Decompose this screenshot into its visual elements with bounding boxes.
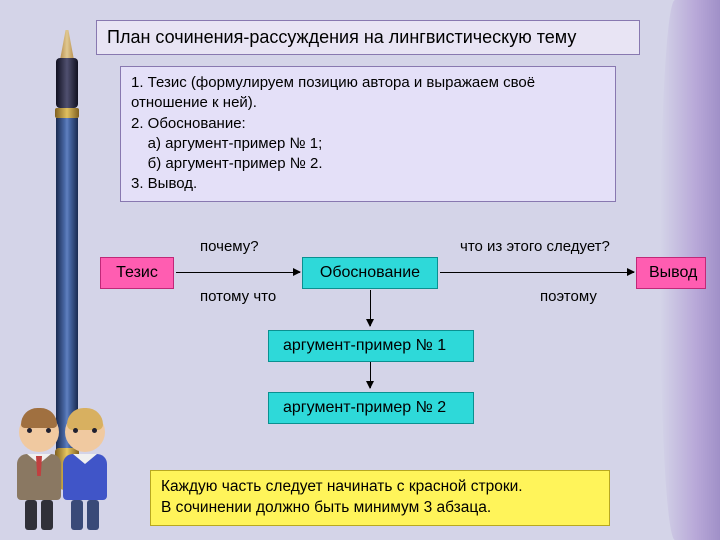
plan-line: 2. Обоснование:	[131, 114, 605, 134]
plan-line: 3. Вывод.	[131, 174, 605, 194]
plan-line: б) аргумент-пример № 2.	[131, 154, 605, 174]
note-box: Каждую часть следует начинать с красной …	[150, 470, 610, 526]
label-therefore: поэтому	[540, 288, 597, 305]
node-justification: Обоснование	[302, 257, 438, 289]
node-thesis: Тезис	[100, 257, 174, 289]
plan-box: 1. Тезис (формулируем позицию автора и в…	[120, 66, 616, 202]
node-conclusion: Вывод	[636, 257, 706, 289]
label-why: почему?	[200, 238, 259, 255]
plan-line: а) аргумент-пример № 1;	[131, 134, 605, 154]
node-label: Тезис	[116, 264, 158, 281]
arg-label: аргумент-пример № 2	[283, 399, 446, 416]
arrow-thesis-to-justification	[176, 272, 300, 273]
title-text: План сочинения-рассуждения на лингвистич…	[107, 27, 576, 47]
note-line: Каждую часть следует начинать с красной …	[161, 477, 599, 498]
arg-label: аргумент-пример № 1	[283, 337, 446, 354]
note-line: В сочинении должно быть минимум 3 абзаца…	[161, 498, 599, 519]
plan-line: 1. Тезис (формулируем позицию автора и в…	[131, 73, 605, 93]
arrow-justification-to-arg1	[370, 290, 371, 326]
node-label: Обоснование	[320, 264, 420, 281]
label-because: потому что	[200, 288, 276, 305]
arg-example-2: аргумент-пример № 2	[268, 392, 474, 424]
arrow-arg1-to-arg2	[370, 362, 371, 388]
characters-illustration	[10, 380, 120, 530]
title-box: План сочинения-рассуждения на лингвистич…	[96, 20, 640, 55]
plan-line: отношение к ней).	[131, 93, 605, 113]
node-label: Вывод	[649, 264, 697, 281]
arrow-justification-to-conclusion	[440, 272, 634, 273]
label-what-follows: что из этого следует?	[460, 238, 610, 255]
arg-example-1: аргумент-пример № 1	[268, 330, 474, 362]
